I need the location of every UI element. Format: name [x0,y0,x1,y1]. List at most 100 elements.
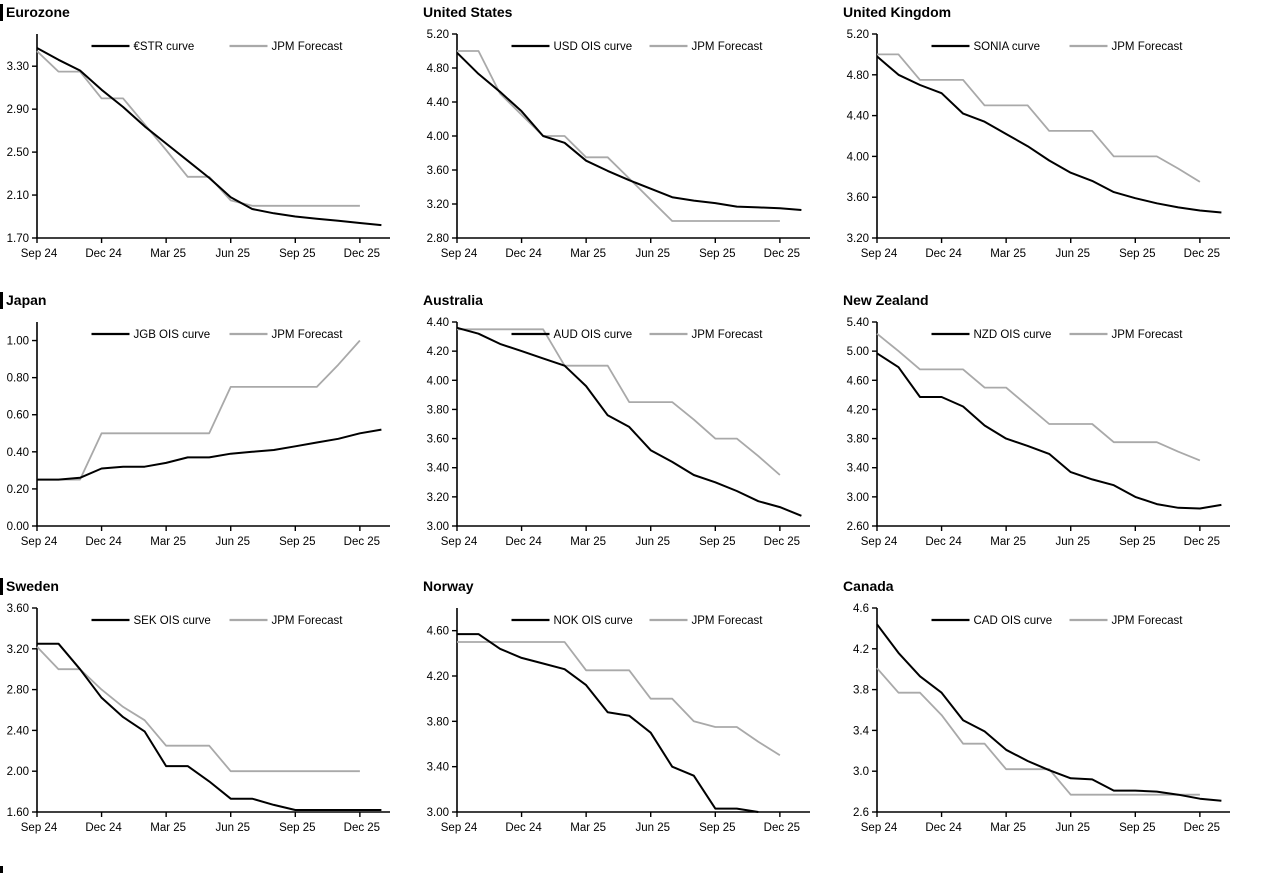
y-tick-label: 5.40 [847,317,869,329]
y-tick-label: 4.6 [853,603,869,615]
legend-label: JPM Forecast [1112,329,1184,341]
chart-title: Norway [423,578,474,594]
chart-panel-eurozone: Eurozone 1.70 2.10 2.50 2.90 3.30 Sep 24 Dec 2… [0,0,420,284]
y-tick-label: 3.20 [427,199,449,211]
y-tick-label: 2.90 [7,104,29,116]
y-tick-label: 5.20 [427,29,449,41]
new-zealand-chart-canvas: 2.60 3.00 3.40 3.80 4.20 4.60 5.00 5.40 Sep 24 De… [847,317,1230,548]
x-tick-label: Dec 24 [85,822,122,834]
x-tick-label: Sep 24 [441,536,478,548]
y-tick-label: 4.80 [427,63,449,75]
x-tick-label: Sep 25 [279,822,315,834]
section-marker-partial [0,866,3,873]
chart-title: Sweden [6,578,59,594]
legend-label: JPM Forecast [272,329,344,341]
x-tick-label: Sep 24 [861,536,898,548]
y-tick-label: 2.00 [7,766,29,778]
y-tick-label: 0.00 [7,521,29,533]
y-tick-label: 5.00 [847,346,869,358]
y-tick-label: 3.20 [427,492,449,504]
y-tick-label: 4.20 [847,404,869,416]
y-tick-label: 0.60 [7,410,29,422]
x-tick-label: Mar 25 [150,248,186,260]
legend-label: NOK OIS curve [554,615,633,627]
ois-curve-line [876,352,1222,510]
y-tick-label: 3.80 [427,716,449,728]
y-tick-label: 4.20 [427,346,449,358]
x-tick-label: Sep 24 [441,248,478,260]
x-tick-label: Dec 25 [764,822,800,834]
x-tick-label: Dec 24 [925,536,962,548]
y-tick-label: 2.6 [853,807,869,819]
y-tick-label: 4.80 [847,70,869,82]
x-tick-label: Mar 25 [150,536,186,548]
chart-panel-united-states: United States 2.80 3.20 3.60 4.00 4.40 4.80 5.… [420,0,840,284]
chart-title-row: Australia [420,290,840,310]
legend-label: USD OIS curve [554,41,633,53]
forecast-line [37,339,361,481]
norway-chart-canvas: 3.00 3.40 3.80 4.20 4.60 Sep 24 Dec 24 Mar 25 Ju… [427,608,810,834]
chart-panel-japan: Japan 0.00 0.20 0.40 0.60 0.80 1.00 Sep 24 Dec … [0,284,420,570]
chart-title: Canada [843,578,894,594]
x-tick-label: Mar 25 [990,822,1026,834]
ois-curve-line [456,51,802,211]
y-tick-label: 4.00 [427,375,449,387]
united-states-chart-canvas: 2.80 3.20 3.60 4.00 4.40 4.80 5.20 Sep 24 Dec 24… [427,29,810,260]
y-tick-label: 1.60 [7,807,29,819]
x-tick-label: Mar 25 [990,536,1026,548]
x-tick-label: Dec 25 [344,536,380,548]
chart-title: United Kingdom [843,4,952,20]
y-tick-label: 3.20 [7,644,29,656]
x-tick-label: Sep 25 [699,536,735,548]
y-tick-label: 3.00 [427,807,449,819]
legend-label: AUD OIS curve [554,329,633,341]
x-tick-label: Dec 25 [764,536,800,548]
ois-curve-line [876,623,1222,802]
x-tick-label: Sep 25 [699,248,735,260]
forecast-line [36,646,360,773]
x-tick-label: Sep 24 [441,822,478,834]
ois-curve-line [456,326,802,517]
y-tick-label: 3.40 [847,463,869,475]
ois-curve-line [457,633,759,813]
x-tick-label: Sep 24 [861,248,898,260]
chart-title-row: Eurozone [0,2,420,22]
x-tick-label: Mar 25 [570,536,606,548]
ois-curve-line [37,428,382,481]
x-tick-label: Sep 25 [1119,248,1155,260]
x-tick-label: Jun 25 [1055,248,1090,260]
y-tick-label: 3.8 [853,685,869,697]
forecast-line [876,667,1200,796]
y-tick-label: 3.30 [7,61,29,73]
section-marker-bar [0,291,3,309]
y-tick-label: 3.4 [853,725,870,737]
chart-title: United States [423,4,513,20]
x-tick-label: Dec 24 [85,248,122,260]
chart-title-row: United States [420,2,840,22]
chart-panel-united-kingdom: United Kingdom 3.20 3.60 4.00 4.40 4.80 5.20 S… [840,0,1264,284]
x-tick-label: Dec 24 [85,536,122,548]
legend-label: JPM Forecast [272,41,344,53]
chart-title-row: New Zealand [840,290,1264,310]
x-tick-label: Dec 25 [344,248,380,260]
legend-label: JPM Forecast [272,615,344,627]
ois-curve-line [876,55,1222,214]
x-tick-label: Dec 25 [764,248,800,260]
y-tick-label: 3.40 [427,463,449,475]
chart-panel-australia: Australia 3.00 3.20 3.40 3.60 3.80 4.00 4.20 4.… [420,284,840,570]
y-tick-label: 3.80 [427,404,449,416]
x-tick-label: Mar 25 [570,248,606,260]
y-tick-label: 3.0 [853,766,869,778]
y-tick-label: 4.60 [847,375,869,387]
section-marker-bar [0,3,3,21]
forecast-line [876,333,1201,462]
y-tick-label: 2.60 [847,521,869,533]
forecast-line [877,53,1201,183]
y-tick-label: 3.60 [427,165,449,177]
legend-label: €STR curve [134,41,195,53]
y-tick-label: 3.00 [427,521,449,533]
y-tick-label: 0.20 [7,484,29,496]
x-tick-label: Sep 25 [1119,822,1155,834]
